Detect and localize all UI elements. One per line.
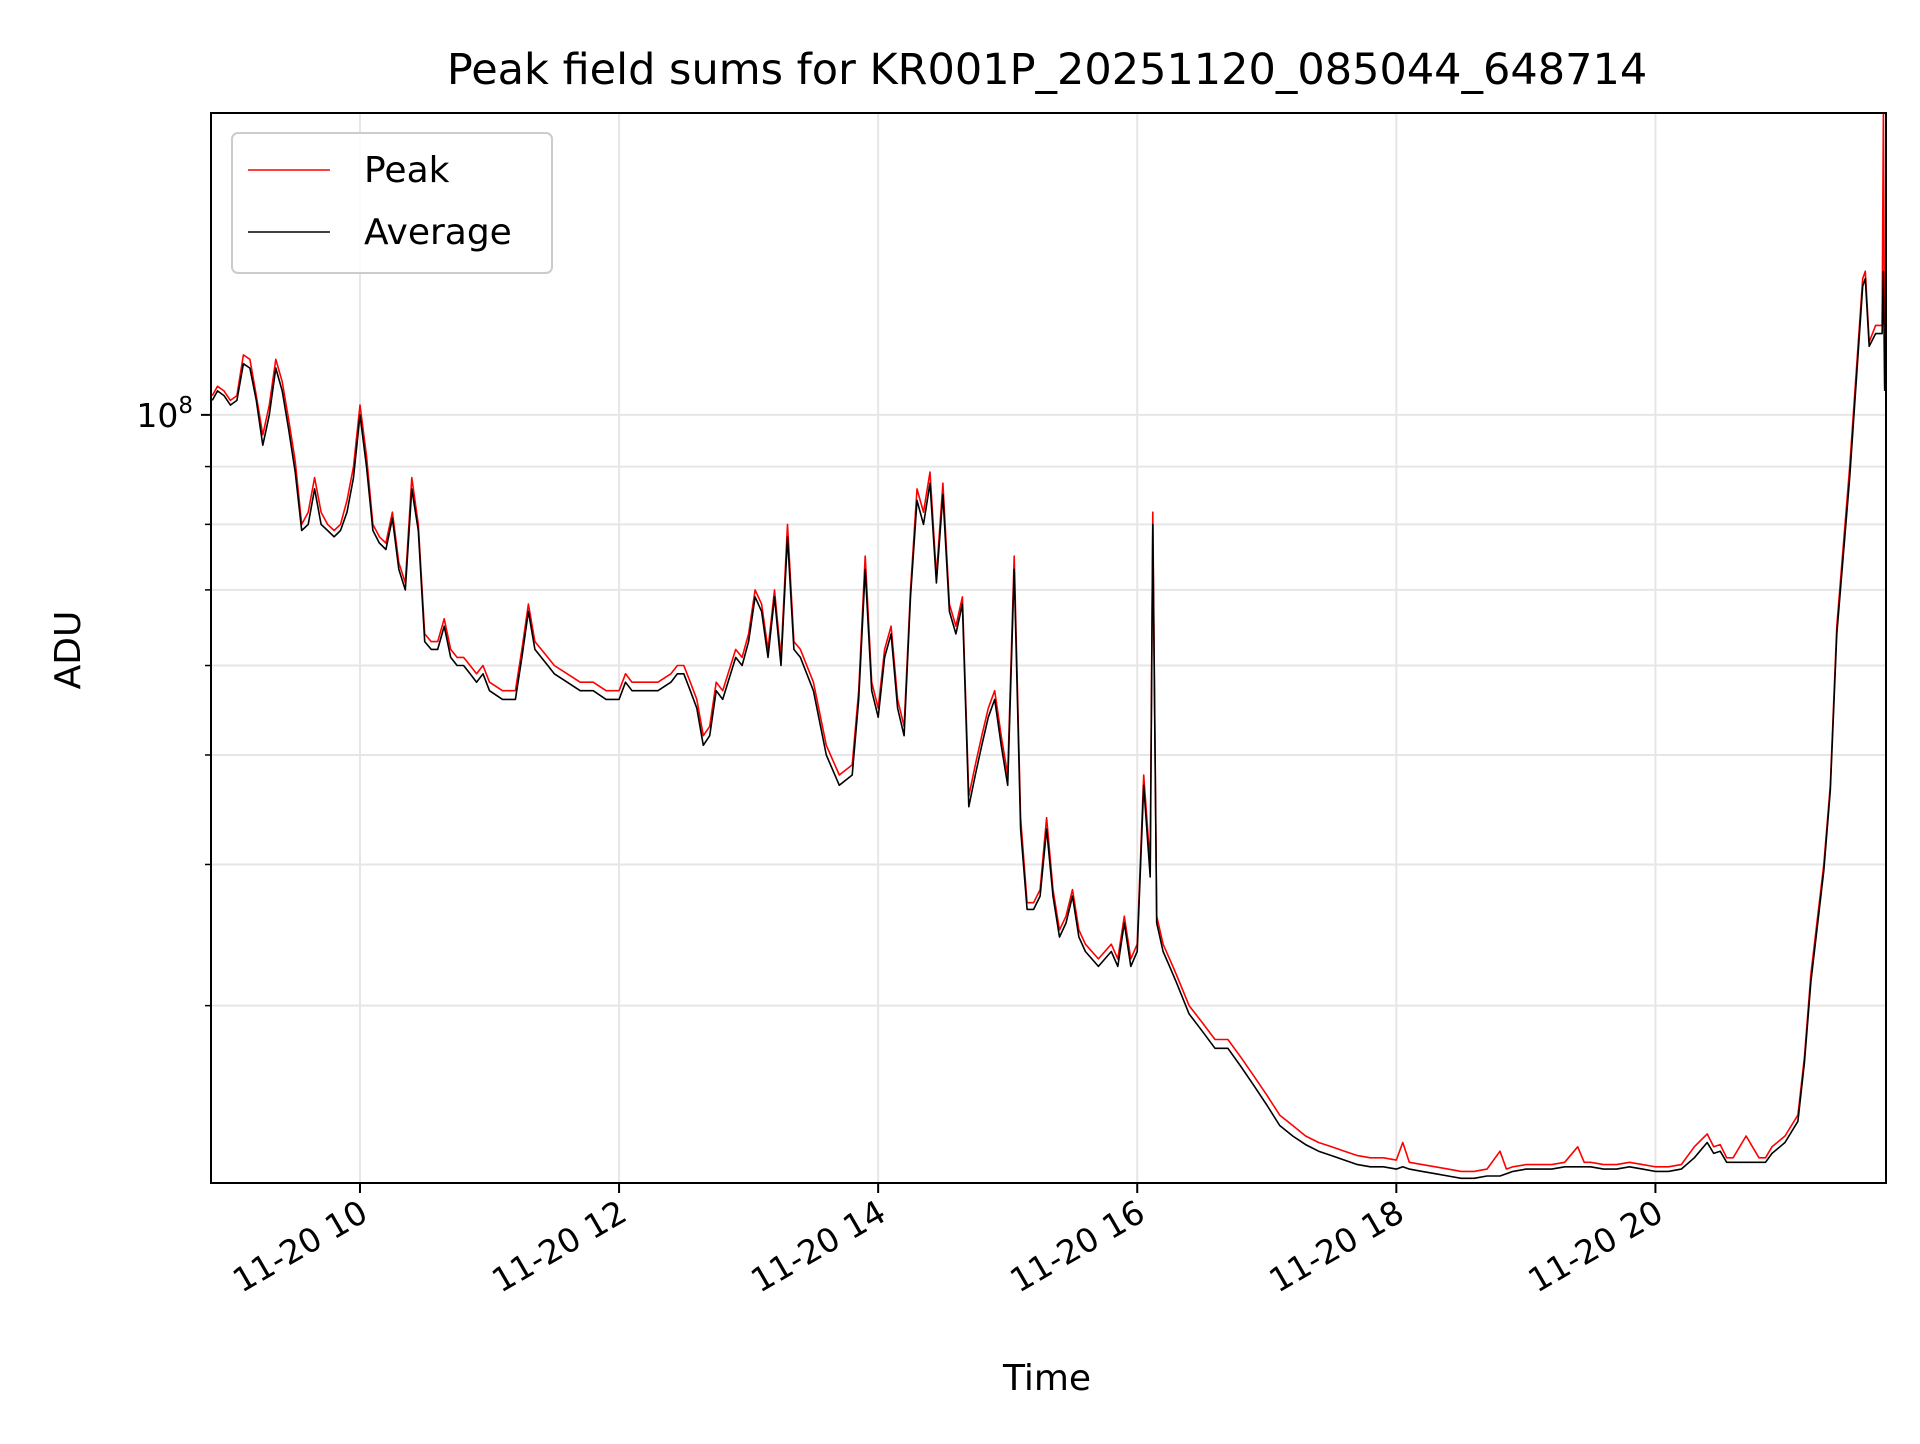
y-tick-label: 108 (136, 393, 193, 435)
legend-box (231, 132, 553, 274)
series-line-peak (211, 112, 1886, 1173)
x-axis-label: Time (1002, 1358, 1091, 1399)
y-axis-ticks: 108 (136, 393, 211, 1007)
legend: Peak Average (231, 132, 553, 274)
legend-label-average: Average (364, 212, 512, 253)
series-layer (211, 112, 1886, 1180)
chart-title: Peak field sums for KR001P_20251120_0850… (447, 45, 1647, 95)
grid-lines (211, 113, 1886, 1183)
y-tick-label-exponent: 8 (178, 393, 193, 419)
y-axis-label: ADU (48, 611, 89, 690)
series-line-average (211, 270, 1886, 1180)
plot-frame (210, 112, 1887, 1184)
legend-label-peak: Peak (364, 150, 450, 191)
y-tick-label-base: 10 (136, 396, 178, 435)
